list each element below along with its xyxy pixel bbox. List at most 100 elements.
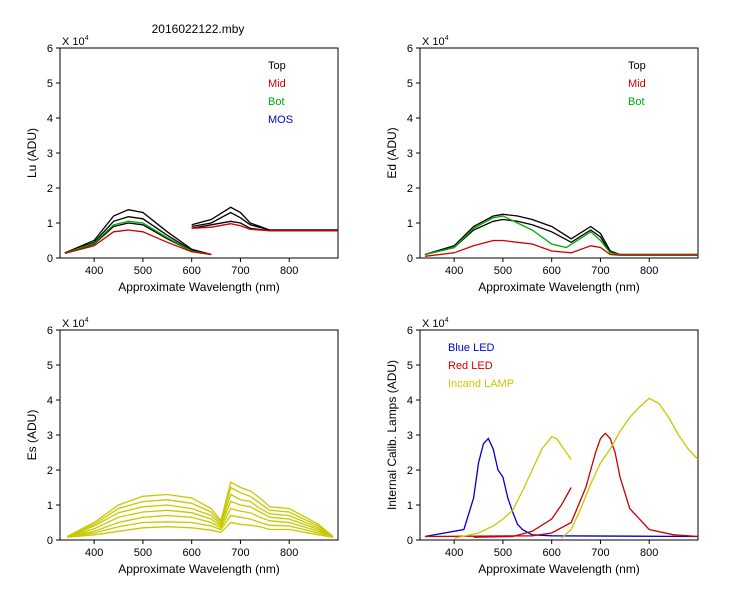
x-tick-label: 500 <box>494 265 512 277</box>
x-axis-label: Approximate Wavelength (nm) <box>478 280 640 294</box>
y-tick-label: 4 <box>407 395 413 407</box>
series-line-red-led-low <box>473 487 572 538</box>
y-tick-label: 3 <box>407 430 413 442</box>
series-line-incand-lamp-high <box>560 397 698 539</box>
x-tick-label: 600 <box>183 265 201 277</box>
x-axis-label: Approximate Wavelength (nm) <box>118 280 280 294</box>
legend-entry: Mid <box>268 78 286 90</box>
y-axis-label: Es (ADU) <box>25 410 39 461</box>
series-group <box>424 397 698 539</box>
x-tick-label: 500 <box>134 265 152 277</box>
legend-entry: Blue LED <box>448 342 495 354</box>
y-exponent-label: X 104 <box>62 317 89 330</box>
figure-title: 2016022122.mby <box>152 22 245 36</box>
series-line-es-3 <box>67 493 334 538</box>
exponent-power: 4 <box>445 317 449 324</box>
y-tick-label: 5 <box>407 360 413 372</box>
x-axis-label: Approximate Wavelength (nm) <box>478 562 640 576</box>
y-axis-label: Ed (ADU) <box>385 127 399 178</box>
legend-entry: Bot <box>268 96 285 108</box>
series-line-top-1 <box>64 209 212 256</box>
exponent-base: X 10 <box>62 36 85 48</box>
y-exponent-label: X 104 <box>422 317 449 330</box>
x-tick-label: 700 <box>231 265 249 277</box>
legend-entry: MOS <box>268 114 293 126</box>
series-line-es-4 <box>67 500 334 538</box>
legend-entry: Top <box>628 60 646 72</box>
exponent-base: X 10 <box>422 318 445 330</box>
series-line-es-6 <box>67 514 334 538</box>
y-tick-label: 1 <box>47 500 53 512</box>
series-group <box>66 481 334 538</box>
y-tick-label: 2 <box>407 183 413 195</box>
x-tick-label: 700 <box>591 265 609 277</box>
y-tick-label: 0 <box>47 535 53 547</box>
y-tick-label: 4 <box>47 113 53 125</box>
legend-entry: Mid <box>628 78 646 90</box>
y-tick-label: 3 <box>47 430 53 442</box>
x-tick-label: 500 <box>494 547 512 559</box>
series-line-bot <box>64 220 212 256</box>
series-line-es-5 <box>67 507 334 538</box>
x-tick-label: 800 <box>640 547 658 559</box>
series-line-red-led <box>424 432 698 538</box>
exponent-base: X 10 <box>422 36 445 48</box>
x-tick-label: 400 <box>85 265 103 277</box>
y-tick-label: 0 <box>407 535 413 547</box>
series-line-mid <box>424 239 698 257</box>
y-axis-label: Lu (ADU) <box>25 128 39 178</box>
series-line-es-2 <box>67 486 334 538</box>
y-tick-label: 5 <box>47 360 53 372</box>
legend-entry: Red LED <box>448 360 493 372</box>
legend-entry: Incand LAMP <box>448 378 514 390</box>
x-tick-label: 800 <box>640 265 658 277</box>
series-line-es-7 <box>67 521 334 538</box>
y-tick-label: 0 <box>47 253 53 265</box>
y-tick-label: 1 <box>407 500 413 512</box>
plot-frame <box>419 47 699 259</box>
y-tick-label: 1 <box>407 218 413 230</box>
exponent-base: X 10 <box>62 318 85 330</box>
legend-entry: Top <box>268 60 286 72</box>
exponent-power: 4 <box>85 35 89 42</box>
y-tick-label: 5 <box>407 78 413 90</box>
x-tick-label: 800 <box>280 547 298 559</box>
x-tick-label: 700 <box>231 547 249 559</box>
y-tick-label: 2 <box>47 465 53 477</box>
y-axis-label: Internal Calib. Lamps (ADU) <box>385 360 399 510</box>
x-tick-label: 500 <box>134 547 152 559</box>
series-group <box>64 206 338 256</box>
series-line-mid <box>64 229 212 256</box>
x-tick-label: 600 <box>543 547 561 559</box>
series-line-blue-led <box>424 437 698 538</box>
y-tick-label: 1 <box>47 218 53 230</box>
y-exponent-label: X 104 <box>422 35 449 48</box>
series-line-incand-lamp <box>453 436 572 539</box>
y-tick-label: 6 <box>47 43 53 55</box>
x-tick-label: 400 <box>85 547 103 559</box>
y-tick-label: 4 <box>407 113 413 125</box>
series-line-es-1 <box>66 481 334 538</box>
y-tick-label: 4 <box>47 395 53 407</box>
x-axis-label: Approximate Wavelength (nm) <box>118 562 280 576</box>
y-exponent-label: X 104 <box>62 35 89 48</box>
legend-entry: Bot <box>628 96 645 108</box>
y-tick-label: 6 <box>407 325 413 337</box>
y-tick-label: 6 <box>407 43 413 55</box>
x-tick-label: 400 <box>445 547 463 559</box>
y-tick-label: 3 <box>47 148 53 160</box>
series-line-top-r2 <box>191 211 338 231</box>
series-line-top-2 <box>64 216 212 256</box>
x-tick-label: 600 <box>183 547 201 559</box>
x-tick-label: 400 <box>445 265 463 277</box>
y-tick-label: 2 <box>407 465 413 477</box>
x-tick-label: 600 <box>543 265 561 277</box>
series-line-bot <box>424 215 698 256</box>
y-tick-label: 5 <box>47 78 53 90</box>
exponent-power: 4 <box>85 317 89 324</box>
series-group <box>424 213 698 257</box>
